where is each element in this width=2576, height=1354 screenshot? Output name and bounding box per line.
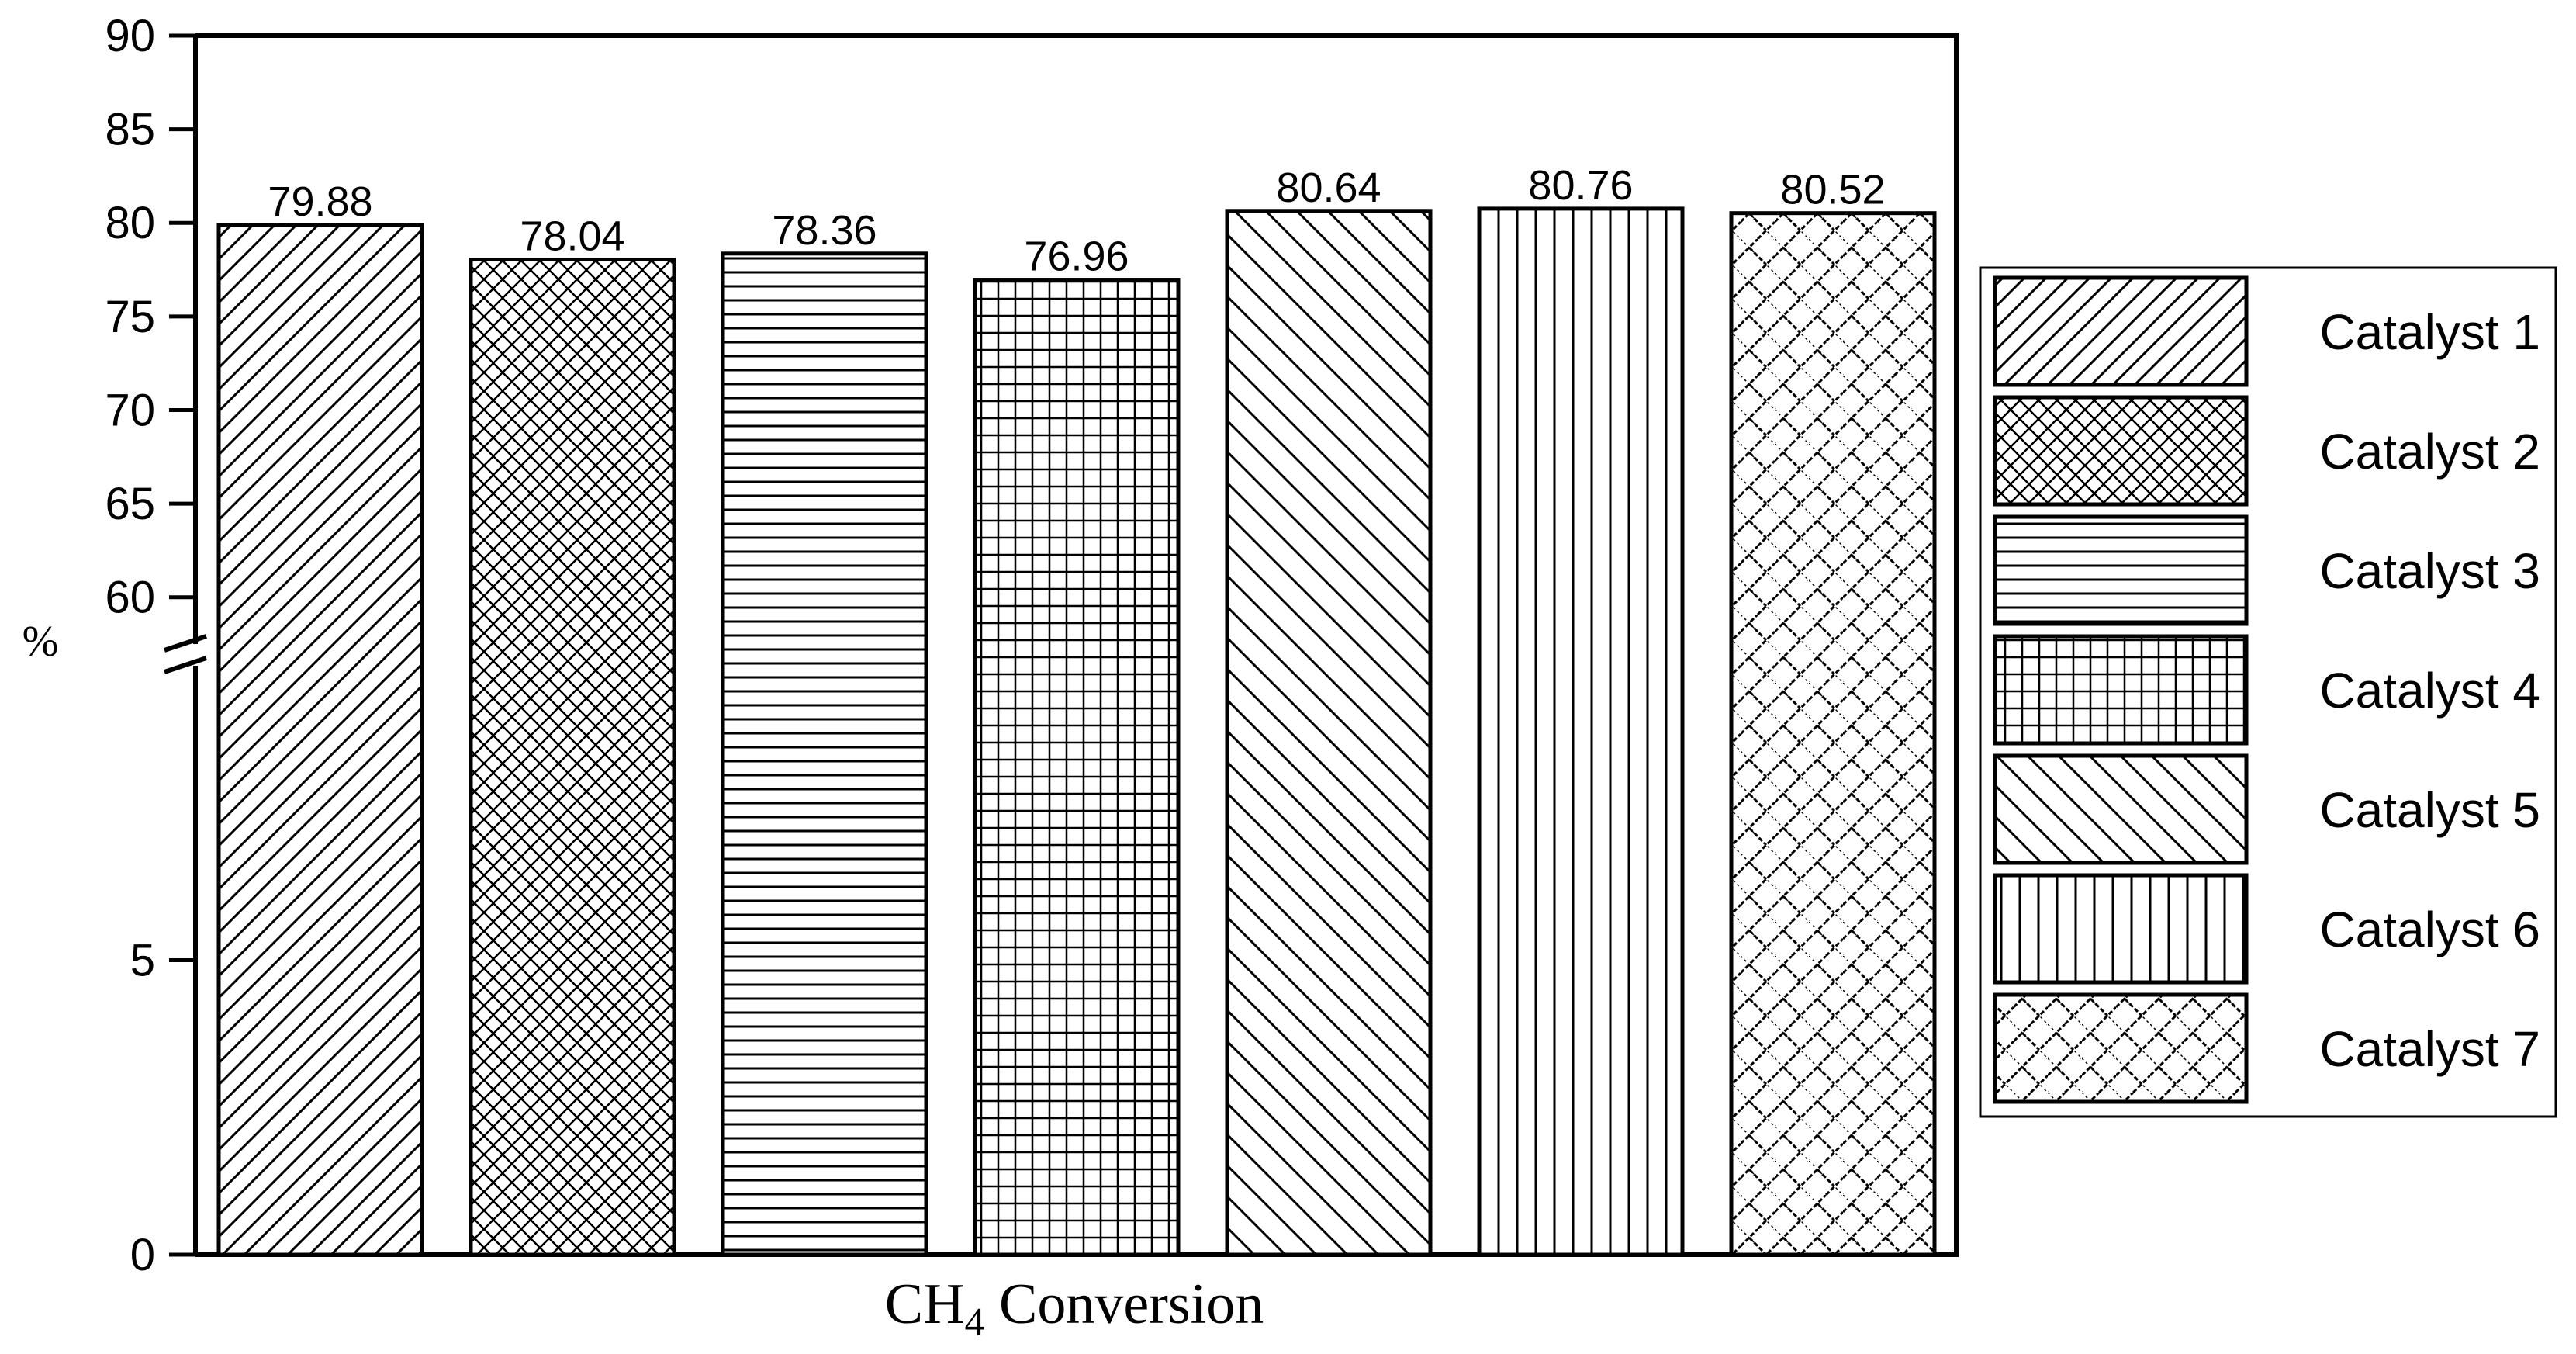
legend-label: Catalyst 7 (2319, 1021, 2540, 1077)
bar (1477, 206, 1685, 1257)
y-axis: 0 5 60 65 70 75 80 85 90 (105, 11, 207, 1280)
y-tick-label: 80 (105, 198, 155, 248)
legend-swatch (1993, 275, 2249, 387)
x-axis-label: CH4 Conversion (885, 1273, 1264, 1345)
y-tick-label: 60 (105, 573, 155, 623)
bar-value-label: 78.04 (520, 213, 624, 260)
legend-swatch (1993, 395, 2249, 507)
y-tick-label: 75 (105, 292, 155, 342)
bars: 79.88 78.04 78.36 76.96 80.64 80.76 80.52 (216, 162, 1937, 1257)
bar-value-label: 76.96 (1024, 234, 1129, 280)
x-axis-label-subscript: 4 (965, 1300, 985, 1345)
legend-swatch (1993, 873, 2249, 985)
bar-value-label: 80.76 (1528, 162, 1633, 209)
y-tick-label: 5 (130, 936, 155, 986)
legend-label: Catalyst 2 (2319, 424, 2540, 480)
bar-value-label: 80.52 (1780, 167, 1885, 213)
bar (469, 258, 676, 1257)
bar-value-label: 78.36 (772, 207, 877, 254)
legend-swatch (1993, 753, 2249, 865)
legend-swatch (1993, 514, 2249, 626)
legend: Catalyst 1 Catalyst 2 Catalyst 3 Catalyst 4… (1979, 266, 2557, 1118)
legend-swatch (1993, 634, 2249, 746)
bar (216, 223, 424, 1257)
legend-label: Catalyst 1 (2319, 304, 2540, 360)
bar-value-label: 79.88 (268, 178, 372, 225)
bar (721, 251, 928, 1257)
x-axis-label-main: CH (885, 1273, 965, 1336)
y-tick-label: 65 (105, 479, 155, 529)
y-tick-label: 70 (105, 385, 155, 435)
axis-break-mark (164, 656, 207, 674)
legend-label: Catalyst 4 (2319, 663, 2540, 719)
legend-label: Catalyst 6 (2319, 902, 2540, 957)
bar (1729, 211, 1937, 1257)
y-tick-label: 0 (130, 1230, 155, 1280)
bar-value-label: 80.64 (1276, 164, 1381, 211)
bar (1225, 209, 1433, 1257)
x-axis-label-rest: Conversion (985, 1273, 1264, 1336)
legend-swatch (1993, 992, 2249, 1104)
bar (973, 278, 1181, 1257)
legend-label: Catalyst 3 (2319, 543, 2540, 599)
y-axis-label: % (22, 618, 59, 666)
legend-label: Catalyst 5 (2319, 782, 2540, 838)
y-tick-label: 90 (105, 11, 155, 61)
y-tick-label: 85 (105, 105, 155, 155)
axis-break-mark (164, 634, 207, 653)
